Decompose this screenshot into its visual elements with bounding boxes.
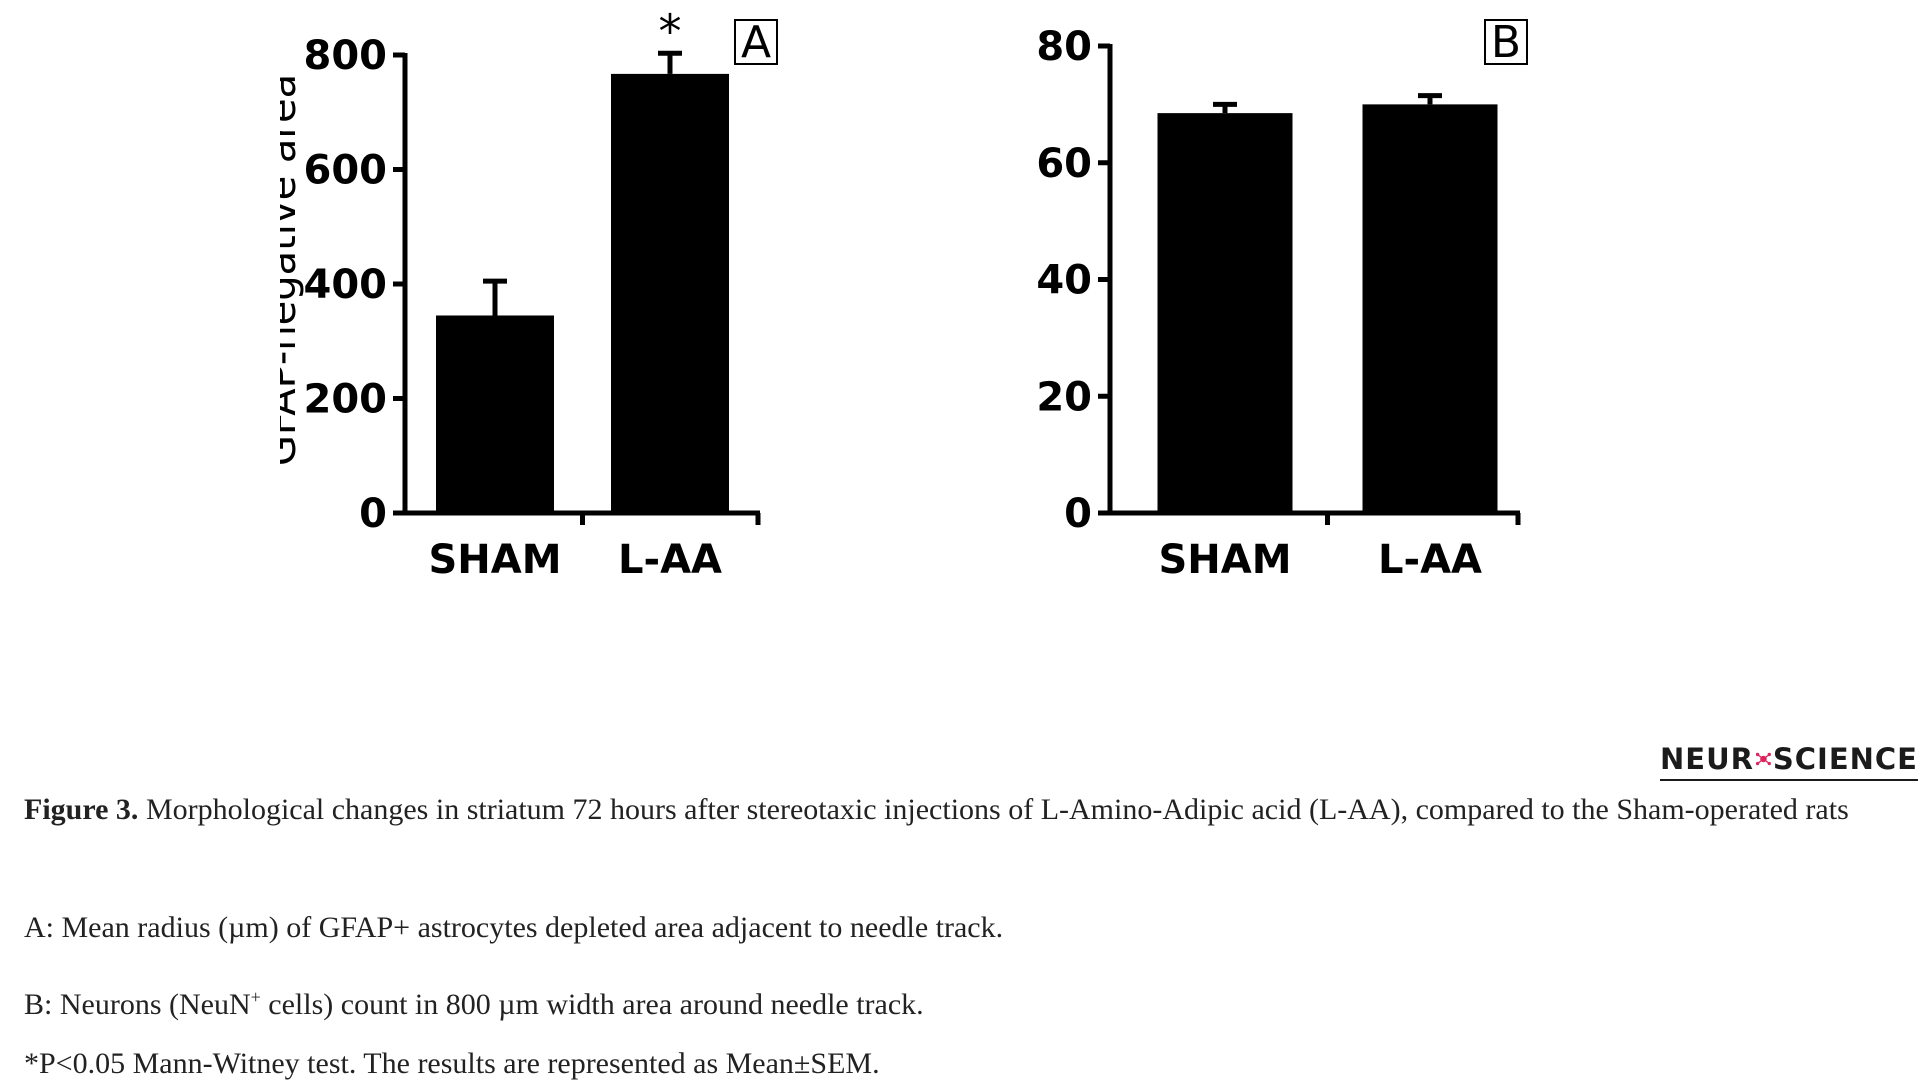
caption-line-b-sup: +	[250, 987, 261, 1007]
caption-line-significance: *P<0.05 Mann-Witney test. The results ar…	[24, 1047, 880, 1080]
chart-b-bar-1	[1362, 104, 1498, 513]
logo-text-right: SCIENCE	[1772, 742, 1918, 776]
chart-b-y-tick-label-4: 80	[1036, 24, 1092, 70]
chart-a-y-tick-label-1: 200	[304, 377, 388, 423]
caption-line-b-prefix: B: Neurons (NeuN	[24, 988, 251, 1021]
chart-a-panel-letter-box	[734, 19, 778, 65]
caption-line-b-suffix: cells) count in 800 µm width area around…	[260, 988, 924, 1021]
chart-a-bar-1	[611, 73, 729, 513]
logo-text-left: NEUR	[1660, 742, 1754, 776]
chart-a-category-label-0: SHAM	[428, 537, 561, 583]
chart-a-significance-marker-1: *	[659, 10, 682, 58]
chart-b-y-tick-label-2: 40	[1036, 258, 1092, 304]
chart-b-panel-letter: B	[1491, 17, 1521, 68]
journal-logo: NEUR SCIENCE	[1660, 742, 1918, 782]
figure-label: Figure 3.	[24, 793, 139, 826]
neuron-icon	[1755, 752, 1771, 766]
caption-main-text: Morphological changes in striatum 72 hou…	[138, 793, 1849, 826]
chart-b-y-tick-label-0: 0	[1064, 491, 1092, 537]
caption-line-a: A: Mean radius (µm) of GFAP+ astrocytes …	[24, 911, 1004, 944]
chart-a-y-axis-label-1: GFAP-negative area	[280, 74, 305, 466]
chart-a-y-tick-label-4: 800	[304, 33, 388, 79]
chart-a-bar-0	[436, 315, 554, 513]
chart-b-panel-letter-box	[1484, 19, 1528, 65]
chart-b-bar-0	[1157, 113, 1293, 513]
figure-caption: Figure 3. Morphological changes in stria…	[24, 788, 1914, 832]
chart-a-category-label-1: L-AA	[618, 537, 722, 583]
caption-line-b: B: Neurons (NeuN+ cells) count in 800 µm…	[24, 975, 1914, 1027]
chart-a-y-tick-label-0: 0	[359, 491, 387, 537]
chart-b-y-tick-label-3: 60	[1036, 141, 1092, 187]
chart-b-category-label-1: L-AA	[1378, 537, 1482, 583]
chart-a-y-tick-label-2: 400	[304, 262, 388, 308]
chart-b-y-tick-label-1: 20	[1036, 374, 1092, 420]
chart-b-category-label-0: SHAM	[1158, 537, 1291, 583]
chart-a-y-tick-label-3: 600	[304, 148, 388, 194]
chart-a-panel-letter: A	[741, 17, 771, 68]
